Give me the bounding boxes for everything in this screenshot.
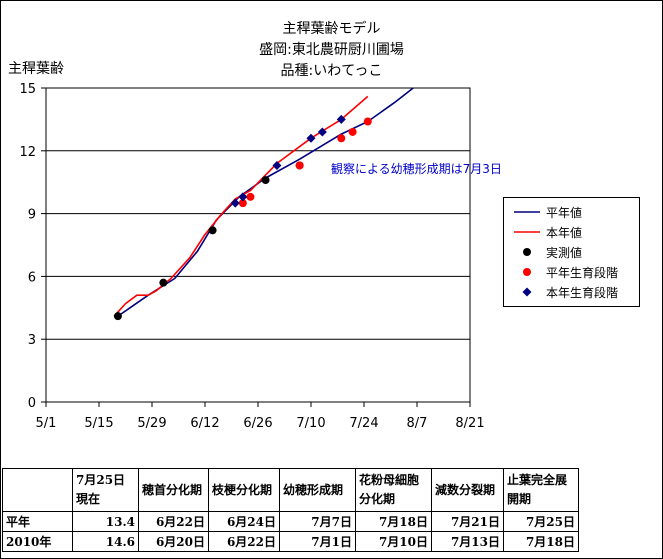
data-point-circle — [113, 312, 122, 321]
legend-label: 平年生育段階 — [546, 266, 619, 280]
table-cell: 7月25日 — [503, 511, 579, 532]
legend-label: 平年値 — [546, 206, 583, 220]
data-point-diamond — [306, 133, 316, 143]
legend-item: 本年生育段階 — [504, 282, 639, 302]
y-tick-label: 12 — [19, 145, 36, 160]
legend-marker — [522, 287, 532, 297]
table-header-cell: 花粉母細胞分化期 — [355, 468, 432, 512]
y-tick-label: 0 — [28, 396, 36, 411]
table-cell: 6月24日 — [208, 511, 280, 532]
legend-item: 実測値 — [504, 242, 639, 262]
x-tick-label: 8/21 — [455, 416, 484, 431]
legend-symbol — [523, 248, 531, 256]
table-cell: 6月22日 — [208, 531, 280, 552]
chart-title-line-3: 品種:いわてっこ — [280, 63, 383, 79]
table-cell: 7月10日 — [355, 531, 432, 552]
data-point-circle — [295, 161, 304, 170]
plot-area-border — [45, 87, 471, 403]
x-tick-label: 7/24 — [349, 416, 378, 431]
x-tick-label: 6/26 — [243, 416, 272, 431]
legend-marker — [523, 268, 531, 276]
y-tick-label: 9 — [28, 208, 36, 223]
legend-item: 平年値 — [504, 202, 639, 222]
chart-plot: 0 3 6 9 12 15 5/1 5/15 5/29 6/12 6/26 7/10 7/24 8/7 8/… — [19, 82, 484, 431]
x-tick-label: 7/10 — [296, 416, 325, 431]
table-cell: 7月1日 — [279, 531, 356, 552]
legend-label: 実測値 — [546, 246, 583, 260]
x-tick-label: 5/15 — [84, 416, 113, 431]
x-tick-label: 5/1 — [36, 416, 57, 431]
table-cell: 7月18日 — [355, 511, 432, 532]
data-point-circle — [238, 199, 247, 208]
data-point-circle — [363, 117, 372, 126]
y-tick-label: 3 — [28, 333, 36, 348]
legend-symbol — [523, 268, 531, 276]
table-cell: 7月13日 — [431, 531, 504, 552]
table-header-cell — [2, 468, 73, 512]
table-row: 平年 13.4 6月22日 6月24日 7月7日 7月18日 7月21日 7月2… — [2, 511, 579, 532]
x-tick-label: 8/7 — [407, 416, 428, 431]
data-point-circle — [159, 278, 168, 287]
legend-label: 本年生育段階 — [546, 286, 619, 300]
legend-item: 平年生育段階 — [504, 262, 639, 282]
table-cell: 7月21日 — [431, 511, 504, 532]
chart-title-line-1: 主稈葉齢モデル — [282, 21, 381, 37]
legend-symbol — [514, 211, 540, 213]
y-tick-label: 6 — [28, 270, 36, 285]
data-point-circle — [246, 192, 255, 201]
legend-item: 本年値 — [504, 222, 639, 242]
y-axis-label: 主稈葉齢 — [8, 61, 64, 77]
data-point-diamond — [336, 114, 346, 124]
data-point-circle — [208, 226, 217, 235]
table-header-cell: 幼穂形成期 — [279, 468, 356, 512]
table-cell: 14.6 — [72, 531, 139, 552]
chart-title-line-2: 盛岡:東北農研厨川圃場 — [259, 42, 404, 58]
annotation-text: 観察による幼穂形成期は7月3日 — [331, 162, 502, 176]
table-cell: 7月18日 — [503, 531, 579, 552]
x-tick-label: 5/29 — [137, 416, 166, 431]
data-point-diamond — [317, 127, 327, 137]
y-tick-label: 15 — [19, 82, 36, 97]
series-line — [113, 95, 369, 317]
data-point-circle — [348, 127, 357, 136]
table-cell: 6月20日 — [138, 531, 209, 552]
legend-marker — [523, 248, 531, 256]
table-header-cell: 7月25日現在 — [72, 468, 139, 512]
table-header-cell: 止葉完全展開期 — [503, 468, 579, 512]
data-point-diamond — [272, 160, 282, 170]
legend: 平年値本年値実測値平年生育段階 本年生育段階 — [503, 197, 640, 307]
table-cell: 7月7日 — [279, 511, 356, 532]
legend-label: 本年値 — [546, 226, 583, 240]
data-point-diamond — [238, 192, 248, 202]
legend-symbol — [514, 231, 540, 233]
legend-symbol — [522, 287, 532, 297]
data-point-circle — [337, 134, 346, 143]
growth-stage-table: 7月25日現在 穂首分化期 枝梗分化期 幼穂形成期 花粉母細胞分化期 減数分裂期… — [2, 468, 579, 552]
table-row-label: 2010年 — [2, 531, 73, 552]
table-header-cell: 穂首分化期 — [138, 468, 209, 512]
data-point-circle — [261, 176, 270, 185]
table-header-row: 7月25日現在 穂首分化期 枝梗分化期 幼穂形成期 花粉母細胞分化期 減数分裂期… — [2, 468, 579, 512]
table-cell: 13.4 — [72, 511, 139, 532]
x-tick-label: 6/12 — [190, 416, 219, 431]
table-header-cell: 減数分裂期 — [431, 468, 504, 512]
series-line — [117, 87, 414, 317]
table-header-cell: 枝梗分化期 — [208, 468, 280, 512]
data-point-diamond — [230, 198, 240, 208]
table-row: 2010年 14.6 6月20日 6月22日 7月1日 7月10日 7月13日 … — [2, 531, 579, 552]
table-row-label: 平年 — [2, 511, 73, 532]
table-cell: 6月22日 — [138, 511, 209, 532]
